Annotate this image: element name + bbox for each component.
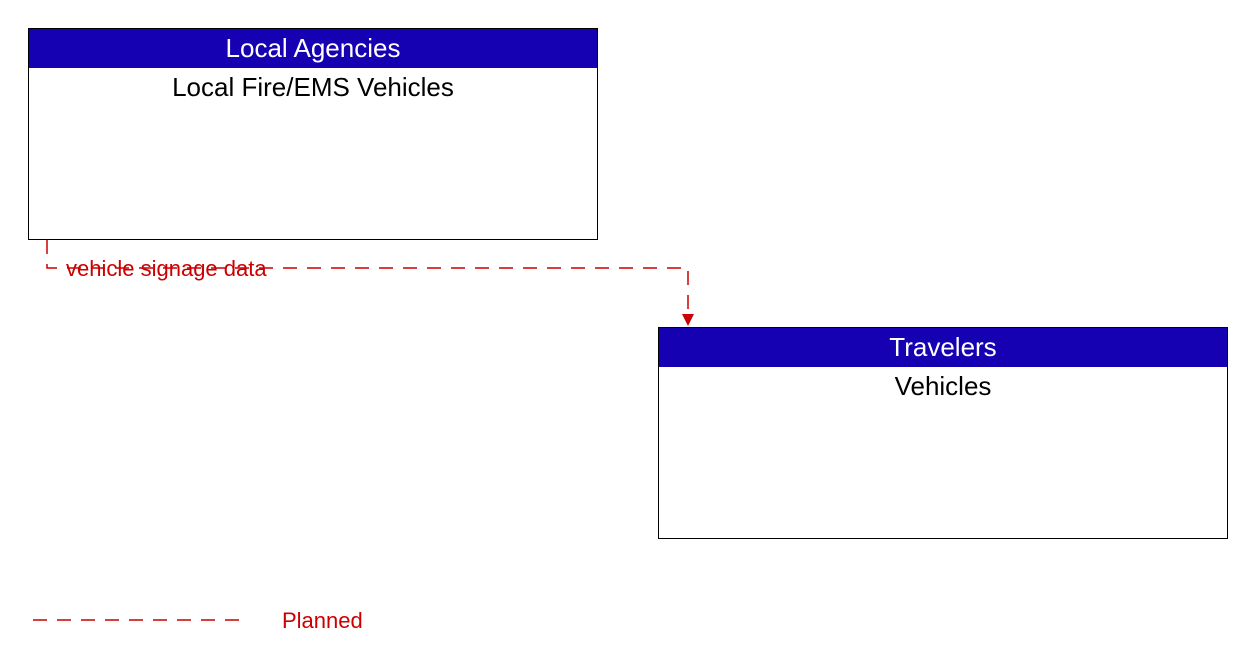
entity-body: Vehicles <box>659 367 1227 406</box>
entity-body: Local Fire/EMS Vehicles <box>29 68 597 107</box>
entity-header: Local Agencies <box>29 29 597 68</box>
entity-travelers: Travelers Vehicles <box>658 327 1228 539</box>
edge-label: vehicle signage data <box>66 256 267 282</box>
entity-local-agencies: Local Agencies Local Fire/EMS Vehicles <box>28 28 598 240</box>
legend-label: Planned <box>282 608 363 634</box>
edge-arrowhead <box>682 314 694 326</box>
entity-header: Travelers <box>659 328 1227 367</box>
